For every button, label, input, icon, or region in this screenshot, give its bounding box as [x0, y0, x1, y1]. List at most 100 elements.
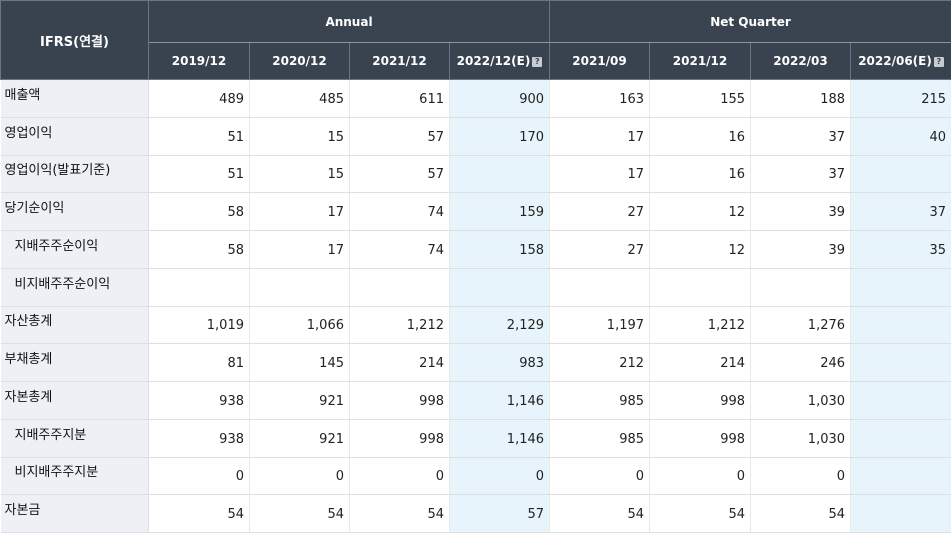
table-cell: 0: [751, 457, 851, 495]
table-cell: [851, 457, 951, 495]
table-cell: 0: [650, 457, 751, 495]
table-cell: 1,212: [350, 306, 450, 344]
table-cell: 74: [350, 193, 450, 231]
table-cell: [851, 419, 951, 457]
table-cell: [851, 344, 951, 382]
table-cell: 12: [650, 193, 751, 231]
table-cell: 54: [751, 495, 851, 533]
table-cell: 985: [550, 419, 650, 457]
table-cell: 1,066: [250, 306, 350, 344]
table-cell: 16: [650, 117, 751, 155]
table-cell: 0: [149, 457, 250, 495]
period-header-estimate: 2022/06(E)?: [851, 43, 951, 80]
table-cell: 1,030: [751, 382, 851, 420]
table-cell: 57: [350, 155, 450, 193]
table-cell: 0: [350, 457, 450, 495]
table-cell: 214: [350, 344, 450, 382]
table-cell: 15: [250, 117, 350, 155]
table-cell: 938: [149, 382, 250, 420]
table-cell: 54: [650, 495, 751, 533]
table-cell: 900: [450, 80, 550, 118]
table-cell: 37: [851, 193, 951, 231]
table-cell: [149, 268, 250, 306]
table-cell: 214: [650, 344, 751, 382]
table-cell: 51: [149, 117, 250, 155]
row-label: 영업이익(발표기준): [1, 155, 149, 193]
table-cell: 1,146: [450, 419, 550, 457]
table-row: 비지배주주순이익: [1, 268, 951, 306]
row-label: 부채총계: [1, 344, 149, 382]
period-header: 2021/12: [650, 43, 751, 80]
table-cell: [450, 268, 550, 306]
table-cell: 37: [751, 117, 851, 155]
table-cell: 998: [650, 382, 751, 420]
table-cell: 155: [650, 80, 751, 118]
table-cell: 54: [350, 495, 450, 533]
table-cell: 158: [450, 231, 550, 269]
header-corner: IFRS(연결): [1, 1, 149, 80]
table-cell: [851, 495, 951, 533]
group-net-quarter: Net Quarter: [550, 1, 951, 43]
table-cell: 54: [250, 495, 350, 533]
row-label: 자산총계: [1, 306, 149, 344]
table-cell: 212: [550, 344, 650, 382]
table-cell: 57: [450, 495, 550, 533]
table-cell: [851, 306, 951, 344]
row-label: 지배주주지분: [1, 419, 149, 457]
period-header: 2022/03: [751, 43, 851, 80]
table-cell: 163: [550, 80, 650, 118]
table-cell: 16: [650, 155, 751, 193]
row-label: 당기순이익: [1, 193, 149, 231]
table-cell: [751, 268, 851, 306]
table-cell: 0: [250, 457, 350, 495]
table-cell: 998: [350, 382, 450, 420]
table-cell: 1,276: [751, 306, 851, 344]
row-label: 영업이익: [1, 117, 149, 155]
table-cell: 2,129: [450, 306, 550, 344]
table-cell: 17: [550, 117, 650, 155]
period-header-estimate: 2022/12(E)?: [450, 43, 550, 80]
table-cell: 1,197: [550, 306, 650, 344]
period-header: 2021/12: [350, 43, 450, 80]
help-icon[interactable]: ?: [532, 57, 542, 67]
table-cell: 0: [550, 457, 650, 495]
table-cell: 40: [851, 117, 951, 155]
table-cell: 921: [250, 382, 350, 420]
table-cell: [851, 155, 951, 193]
table-cell: 998: [350, 419, 450, 457]
table-cell: 15: [250, 155, 350, 193]
table-cell: [350, 268, 450, 306]
row-label: 비지배주주순이익: [1, 268, 149, 306]
table-cell: 485: [250, 80, 350, 118]
row-label: 지배주주순이익: [1, 231, 149, 269]
table-cell: 17: [550, 155, 650, 193]
table-cell: 57: [350, 117, 450, 155]
table-cell: 17: [250, 193, 350, 231]
row-label: 자본금: [1, 495, 149, 533]
table-cell: [851, 268, 951, 306]
table-cell: 39: [751, 193, 851, 231]
table-cell: 985: [550, 382, 650, 420]
table-cell: 215: [851, 80, 951, 118]
table-cell: 54: [149, 495, 250, 533]
group-annual: Annual: [149, 1, 550, 43]
table-cell: 938: [149, 419, 250, 457]
row-label: 비지배주주지분: [1, 457, 149, 495]
table-cell: 145: [250, 344, 350, 382]
table-cell: 1,212: [650, 306, 751, 344]
table-cell: 39: [751, 231, 851, 269]
table-cell: [650, 268, 751, 306]
help-icon[interactable]: ?: [934, 57, 944, 67]
table-cell: 0: [450, 457, 550, 495]
table-cell: 246: [751, 344, 851, 382]
table-cell: 159: [450, 193, 550, 231]
